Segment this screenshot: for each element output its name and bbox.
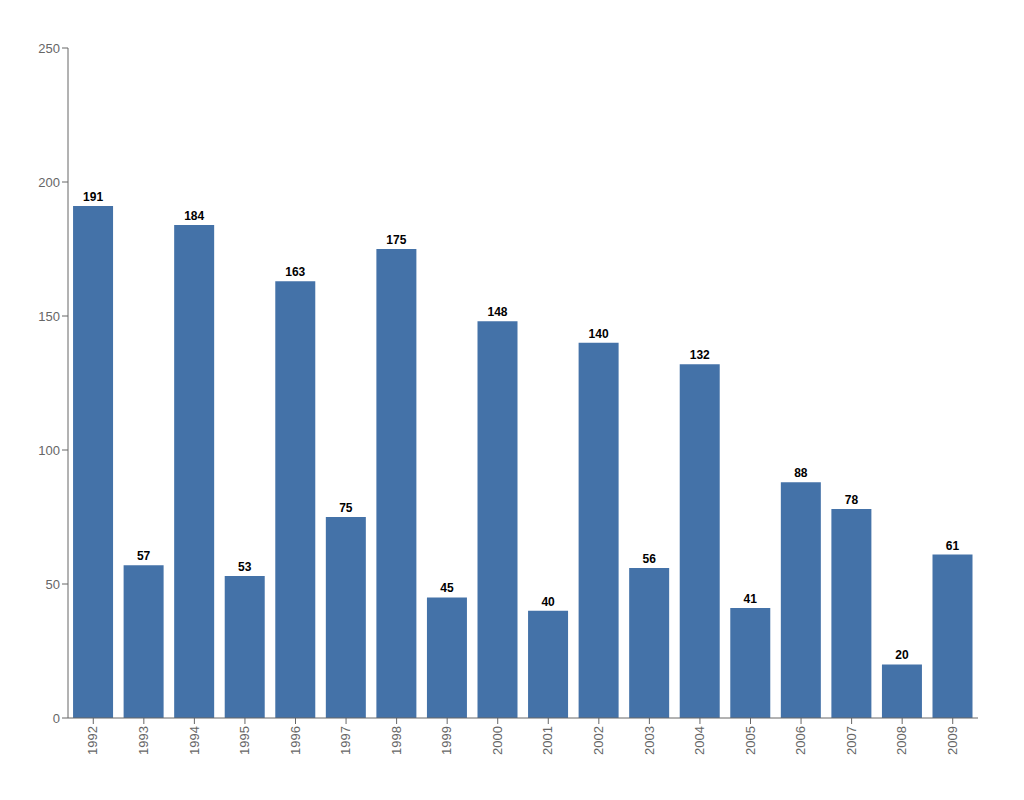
svg-text:41: 41 <box>744 592 758 606</box>
svg-text:2001: 2001 <box>541 726 556 755</box>
svg-text:78: 78 <box>845 493 859 507</box>
svg-text:2002: 2002 <box>591 726 606 755</box>
svg-text:45: 45 <box>440 581 454 595</box>
svg-text:2004: 2004 <box>692 726 707 755</box>
svg-text:40: 40 <box>541 595 555 609</box>
svg-text:2007: 2007 <box>844 726 859 755</box>
svg-text:100: 100 <box>38 443 60 458</box>
svg-text:2000: 2000 <box>490 726 505 755</box>
svg-text:140: 140 <box>589 327 609 341</box>
svg-text:1997: 1997 <box>338 726 353 755</box>
svg-text:250: 250 <box>38 41 60 56</box>
svg-text:184: 184 <box>184 209 204 223</box>
svg-text:53: 53 <box>238 560 252 574</box>
svg-text:1993: 1993 <box>136 726 151 755</box>
svg-text:88: 88 <box>794 466 808 480</box>
svg-text:2008: 2008 <box>894 726 909 755</box>
svg-text:132: 132 <box>690 348 710 362</box>
svg-text:2005: 2005 <box>743 726 758 755</box>
svg-text:150: 150 <box>38 309 60 324</box>
svg-text:163: 163 <box>285 265 305 279</box>
svg-text:1995: 1995 <box>237 726 252 755</box>
svg-text:75: 75 <box>339 501 353 515</box>
svg-text:61: 61 <box>946 539 960 553</box>
svg-text:1994: 1994 <box>187 726 202 755</box>
svg-text:20: 20 <box>895 648 909 662</box>
svg-text:1999: 1999 <box>439 726 454 755</box>
svg-text:1998: 1998 <box>389 726 404 755</box>
svg-text:50: 50 <box>46 577 60 592</box>
svg-text:1992: 1992 <box>86 726 101 755</box>
svg-text:56: 56 <box>642 552 656 566</box>
svg-text:2009: 2009 <box>945 726 960 755</box>
svg-text:175: 175 <box>386 233 406 247</box>
svg-text:2003: 2003 <box>642 726 657 755</box>
svg-text:57: 57 <box>137 549 151 563</box>
svg-text:2006: 2006 <box>793 726 808 755</box>
svg-text:200: 200 <box>38 175 60 190</box>
svg-text:1996: 1996 <box>288 726 303 755</box>
svg-text:0: 0 <box>53 711 60 726</box>
svg-text:148: 148 <box>487 305 507 319</box>
svg-text:191: 191 <box>83 190 103 204</box>
